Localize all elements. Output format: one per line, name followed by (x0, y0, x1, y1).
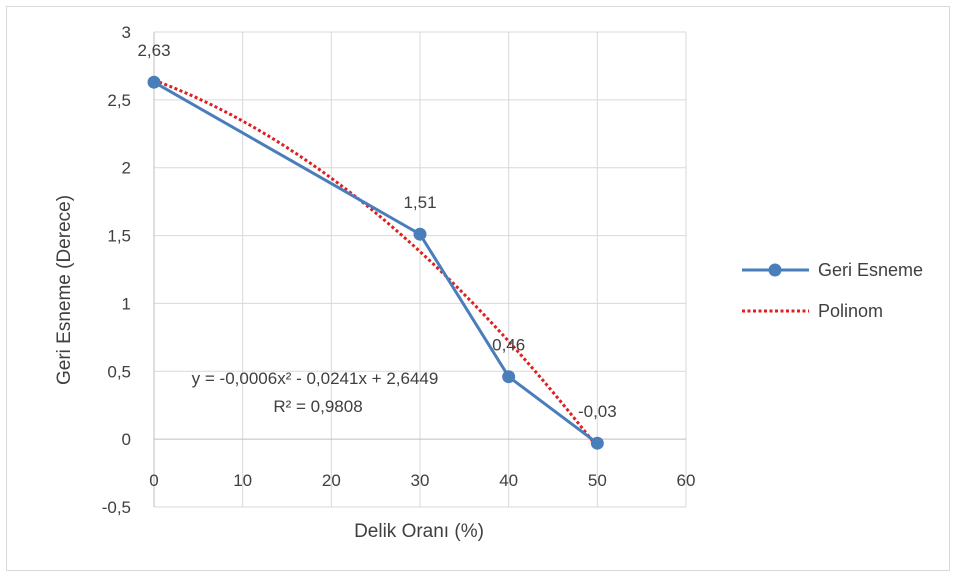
trendline-equation: y = -0,0006x² - 0,0241x + 2,6449 (192, 369, 439, 388)
x-tick-label: 20 (322, 471, 341, 490)
data-point (147, 75, 161, 89)
y-tick-label: 0 (122, 430, 131, 449)
x-tick-label: 60 (677, 471, 696, 490)
x-tick-label: 10 (233, 471, 252, 490)
y-tick-label: 2,5 (107, 91, 131, 110)
y-axis-title: Geri Esneme (Derece) (54, 195, 75, 385)
legend-label-polinom: Polinom (818, 301, 883, 321)
x-axis-title: Delik Oranı (%) (354, 521, 484, 542)
polynomial-trendline (153, 78, 599, 449)
data-point (502, 370, 516, 384)
y-tick-label: 3 (122, 23, 131, 42)
y-tick-label: 0,5 (107, 362, 131, 381)
y-tick-label: -0,5 (102, 498, 131, 517)
legend-label-geri-esneme: Geri Esneme (818, 260, 923, 280)
data-point (590, 436, 604, 450)
data-labels: 2,63 1,51 0,46 -0,03 (137, 41, 616, 421)
x-tick-label: 50 (588, 471, 607, 490)
legend: Geri Esneme Polinom (742, 260, 923, 321)
y-tick-labels: -0,5 0 0,5 1 1,5 2 2,5 3 (102, 23, 131, 517)
data-label: 1,51 (403, 193, 436, 212)
series (147, 75, 604, 450)
x-tick-label: 40 (499, 471, 518, 490)
y-tick-label: 1 (122, 294, 131, 313)
trendline (153, 78, 599, 449)
gridlines (154, 31, 687, 508)
data-point (413, 227, 427, 241)
y-tick-label: 2 (122, 159, 131, 178)
data-label: -0,03 (578, 402, 617, 421)
series-line-geri-esneme (153, 80, 599, 445)
data-label: 0,46 (492, 336, 525, 355)
trendline-r-squared: R² = 0,9808 (273, 397, 362, 416)
y-tick-label: 1,5 (107, 227, 131, 246)
x-tick-label: 0 (149, 471, 158, 490)
x-tick-labels: 0 10 20 30 40 50 60 (149, 471, 695, 490)
x-tick-label: 30 (411, 471, 430, 490)
data-label: 2,63 (137, 41, 170, 60)
legend-marker-geri-esneme (768, 263, 782, 277)
